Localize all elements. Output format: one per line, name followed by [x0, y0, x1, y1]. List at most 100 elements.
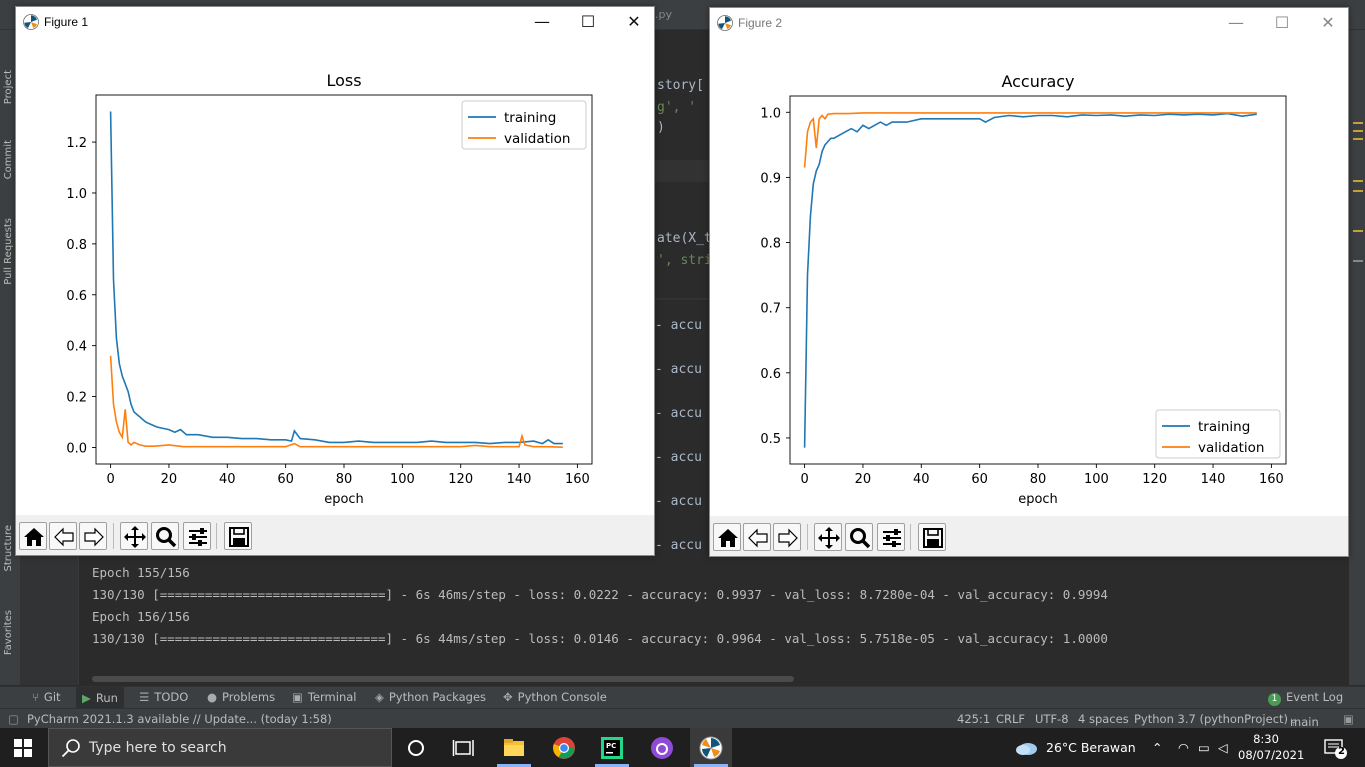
figure2-navigation-toolbar [710, 516, 1348, 556]
y-tick-label: 0.5 [760, 432, 781, 447]
window-title: Figure 2 [738, 16, 783, 30]
tool-problems[interactable]: ● Problems [207, 690, 276, 704]
pan-icon [124, 526, 146, 548]
maximize-button[interactable]: ☐ [580, 12, 596, 31]
tool-run[interactable]: ▶ Run [76, 687, 124, 709]
legend-label-training: training [504, 110, 556, 126]
taskbar-search[interactable]: Type here to search [48, 728, 392, 767]
tool-python-packages[interactable]: ◈ Python Packages [375, 690, 487, 704]
minimize-button[interactable]: — [1228, 13, 1244, 32]
console-fragment: - accu [655, 538, 702, 553]
editor-tab-ghost[interactable]: .py [655, 8, 672, 21]
y-tick-label: 0.7 [760, 302, 781, 317]
notifications-icon[interactable] [1324, 738, 1348, 760]
accuracy-chart[interactable]: Accuracy 0 20 40 60 80 100 120 140 160 0.5 0.6 0.7 0.… [710, 38, 1348, 518]
back-arrow-button[interactable] [49, 522, 77, 550]
home-button[interactable] [19, 522, 47, 550]
save-button[interactable] [224, 522, 252, 550]
zoom-button[interactable] [151, 522, 179, 550]
x-tick-label: 120 [448, 472, 473, 487]
figure1-titlebar[interactable]: Figure 1 — ☐ ✕ [16, 7, 654, 37]
pan-button[interactable] [814, 523, 842, 551]
status-indent[interactable]: 4 spaces [1078, 712, 1129, 726]
tray-chevron-up-icon[interactable]: ⌃ [1152, 740, 1163, 755]
x-tick-label: 40 [913, 472, 930, 487]
status-interpreter[interactable]: Python 3.7 (pythonProject) [1134, 712, 1289, 726]
tool-terminal[interactable]: ▣ Terminal [292, 690, 357, 704]
x-tick-label: 0 [800, 472, 808, 487]
task-view-icon[interactable] [452, 736, 476, 760]
file-explorer-icon[interactable] [502, 736, 526, 760]
back-arrow-button[interactable] [743, 523, 771, 551]
close-button[interactable]: ✕ [1321, 13, 1335, 32]
taskbar-clock[interactable]: 8:30 08/07/2021 [1238, 732, 1305, 762]
plot-frame [789, 95, 1287, 465]
figure2-titlebar[interactable]: Figure 2 — ☐ ✕ [710, 8, 1348, 38]
pycharm-running-indicator [595, 764, 629, 767]
battery-icon[interactable]: ▭ [1198, 740, 1210, 755]
x-axis-label: epoch [324, 492, 364, 507]
cortana-icon[interactable] [404, 736, 428, 760]
console-fragment: - accu [655, 362, 702, 377]
info-icon: ● [207, 690, 218, 704]
save-button[interactable] [918, 523, 946, 551]
home-button[interactable] [713, 523, 741, 551]
y-tick-label: 0.2 [66, 391, 87, 406]
x-tick-label: 20 [855, 472, 872, 487]
tool-git[interactable]: ⑂ Git [32, 690, 61, 704]
run-icon: ▶ [82, 691, 91, 705]
y-tick-label: 0.8 [66, 238, 87, 253]
console-horizontal-scrollbar[interactable] [92, 676, 794, 682]
tool-python-console[interactable]: ✥ Python Console [503, 690, 607, 704]
explorer-running-indicator [497, 764, 531, 767]
code-line: ate(X_te [657, 231, 709, 246]
status-encoding[interactable]: UTF-8 [1035, 712, 1069, 726]
y-tick-label: 0.0 [66, 441, 87, 456]
figure2-window[interactable]: Figure 2 — ☐ ✕ Accuracy 0 20 40 60 80 100 120 14… [709, 7, 1349, 557]
zoom-button[interactable] [845, 523, 873, 551]
forward-arrow-button[interactable] [773, 523, 801, 551]
maximize-button[interactable]: ☐ [1274, 13, 1290, 32]
matplotlib-running-indicator [694, 764, 728, 767]
windows-start-button[interactable] [14, 739, 32, 757]
matplotlib-icon[interactable] [699, 736, 723, 760]
event-log[interactable]: 1 Event Log [1268, 690, 1343, 706]
status-bar: ▢ PyCharm 2021.1.3 available // Update..… [0, 708, 1365, 729]
plot-frame [95, 94, 593, 465]
x-tick-label: 140 [1201, 472, 1226, 487]
volume-icon[interactable]: ◁ [1218, 740, 1228, 755]
window-title: Figure 1 [44, 15, 89, 29]
tool-todo[interactable]: ☰ TODO [139, 690, 189, 704]
weather-cloud-icon [1016, 743, 1037, 755]
code-editor-fragment[interactable]: story[ g', ' ) ate(X_te ', stri [655, 30, 709, 320]
right-scroll-strip [1349, 30, 1365, 685]
status-line-separator[interactable]: CRLF [996, 712, 1026, 726]
configure-subplots-button[interactable] [877, 523, 905, 551]
weather-text[interactable]: 26°C Berawan [1046, 740, 1136, 755]
x-tick-label: 60 [971, 472, 988, 487]
pycharm-icon[interactable]: PC [600, 736, 624, 760]
pan-button[interactable] [120, 522, 148, 550]
loss-chart[interactable]: Loss 0 20 40 60 80 100 120 140 160 0.0 0.2 0.4 0.6 0.8… [16, 37, 654, 517]
configure-subplots-button[interactable] [183, 522, 211, 550]
tool-favorites[interactable]: Favorites [3, 610, 14, 656]
minimize-button[interactable]: — [534, 12, 550, 31]
github-desktop-icon[interactable] [650, 736, 674, 760]
toolbar-separator [113, 523, 114, 549]
chrome-icon[interactable] [552, 736, 576, 760]
close-button[interactable]: ✕ [627, 12, 641, 31]
status-caret-position[interactable]: 425:1 [957, 712, 991, 726]
forward-arrow-button[interactable] [79, 522, 107, 550]
home-icon [24, 528, 44, 546]
figure1-window[interactable]: Figure 1 — ☐ ✕ Loss 0 20 40 60 80 100 120 140 160… [15, 6, 655, 556]
x-tick-label: 80 [336, 472, 353, 487]
home-icon [718, 529, 738, 547]
x-tick-label: 160 [1259, 472, 1284, 487]
terminal-icon: ▣ [292, 690, 303, 704]
y-tick-label: 1.2 [66, 136, 87, 151]
chart-legend [1155, 409, 1281, 459]
y-tick-label: 1.0 [760, 106, 781, 121]
branch-icon: ⑂ [32, 690, 39, 704]
wifi-icon[interactable]: ◠ [1178, 740, 1189, 755]
status-update-message[interactable]: PyCharm 2021.1.3 available // Update... … [27, 712, 332, 726]
